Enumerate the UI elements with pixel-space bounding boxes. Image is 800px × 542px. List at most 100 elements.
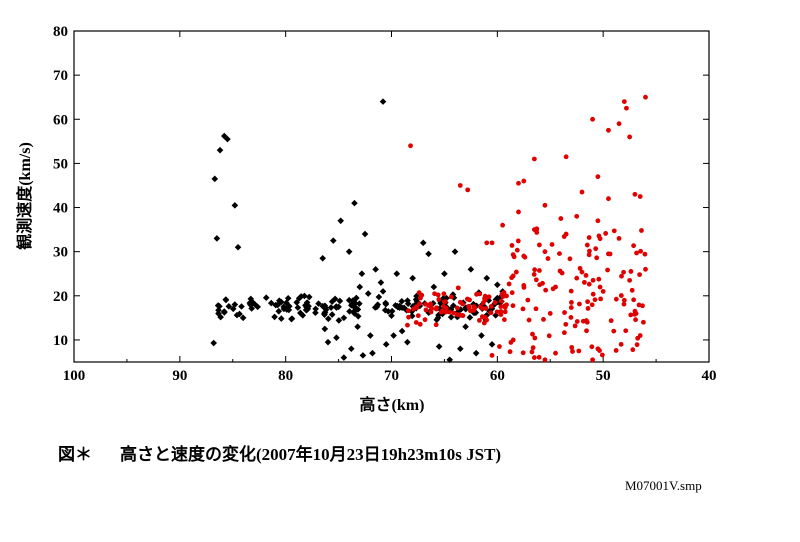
data-point — [557, 251, 562, 256]
data-point — [521, 283, 527, 288]
data-point — [533, 306, 539, 312]
data-point — [633, 311, 639, 317]
data-point — [428, 309, 434, 315]
data-point — [398, 298, 406, 305]
data-point — [569, 300, 574, 305]
data-point — [466, 314, 474, 321]
data-point — [567, 256, 573, 262]
data-point — [465, 187, 471, 193]
y-tick-label: 80 — [53, 24, 68, 40]
data-point — [278, 315, 285, 322]
data-point — [598, 296, 604, 302]
data-point — [613, 296, 619, 302]
data-point — [351, 300, 359, 307]
data-point — [624, 105, 629, 111]
data-point — [272, 301, 280, 309]
data-point — [472, 349, 480, 357]
figure-caption-text: 高さと速度の変化(2007年10月23日19h23m10s JST) — [120, 445, 502, 464]
data-point — [361, 230, 369, 238]
y-tick-label: 20 — [53, 289, 68, 305]
data-point — [435, 292, 441, 298]
data-point — [559, 270, 565, 276]
data-point — [488, 305, 496, 313]
data-point — [498, 309, 504, 314]
data-point — [628, 312, 634, 318]
data-point — [568, 288, 574, 294]
x-tick-label: 60 — [490, 368, 505, 384]
data-point — [415, 313, 421, 319]
data-point — [459, 313, 465, 318]
data-point — [215, 306, 222, 314]
data-point — [457, 306, 465, 313]
data-point — [504, 302, 509, 308]
data-point — [213, 235, 221, 242]
data-point — [395, 303, 403, 311]
data-point — [586, 235, 592, 240]
data-point — [504, 293, 509, 299]
data-point — [590, 277, 596, 283]
data-point — [426, 303, 431, 309]
data-point — [236, 310, 243, 318]
data-point — [293, 299, 300, 306]
data-point — [632, 191, 638, 197]
data-point — [379, 98, 387, 105]
data-point — [629, 287, 635, 293]
data-point — [303, 299, 311, 306]
data-point — [506, 281, 512, 287]
data-point — [436, 305, 443, 312]
data-point — [481, 320, 487, 326]
source-filename: M07001V.smp — [625, 478, 702, 493]
data-point — [351, 199, 358, 207]
x-axis-label: 高さ(km) — [360, 395, 425, 414]
data-point — [579, 269, 585, 275]
data-point — [441, 291, 447, 297]
data-point — [271, 313, 278, 321]
data-point — [333, 334, 340, 342]
data-point — [328, 311, 336, 318]
data-point — [297, 293, 305, 300]
data-point — [413, 320, 419, 325]
data-point — [321, 311, 328, 318]
data-point — [603, 231, 609, 236]
data-point — [449, 291, 457, 298]
data-point — [613, 348, 619, 353]
data-point — [547, 311, 553, 316]
data-point — [631, 243, 636, 249]
y-tick-label: 50 — [53, 156, 68, 172]
data-point — [546, 333, 552, 339]
data-point — [530, 345, 536, 351]
data-point — [340, 314, 348, 322]
data-point — [262, 294, 270, 302]
data-point — [478, 332, 485, 339]
data-point — [574, 275, 580, 281]
data-point — [470, 309, 478, 317]
data-point — [594, 255, 600, 261]
data-point — [393, 270, 401, 278]
data-point — [450, 302, 457, 309]
data-point — [303, 306, 310, 314]
data-point — [585, 306, 591, 311]
data-point — [249, 298, 256, 306]
data-point — [577, 301, 582, 307]
data-point — [531, 355, 537, 360]
data-point — [294, 304, 302, 311]
data-point — [382, 341, 390, 348]
data-point — [631, 297, 637, 303]
data-point — [406, 314, 411, 320]
data-point — [417, 301, 422, 307]
data-point — [606, 251, 611, 257]
data-point — [412, 296, 420, 303]
data-point — [536, 354, 542, 360]
y-axis-ticks: 10 20 30 40 50 60 70 80 — [53, 24, 709, 349]
data-point — [276, 297, 283, 305]
data-point — [572, 323, 578, 329]
data-point — [437, 298, 444, 306]
data-point — [315, 300, 322, 307]
data-point — [349, 297, 357, 304]
x-tick-label: 90 — [172, 368, 187, 384]
data-point — [442, 299, 448, 304]
data-point — [630, 347, 636, 353]
data-point — [423, 307, 429, 313]
data-point — [441, 270, 448, 278]
